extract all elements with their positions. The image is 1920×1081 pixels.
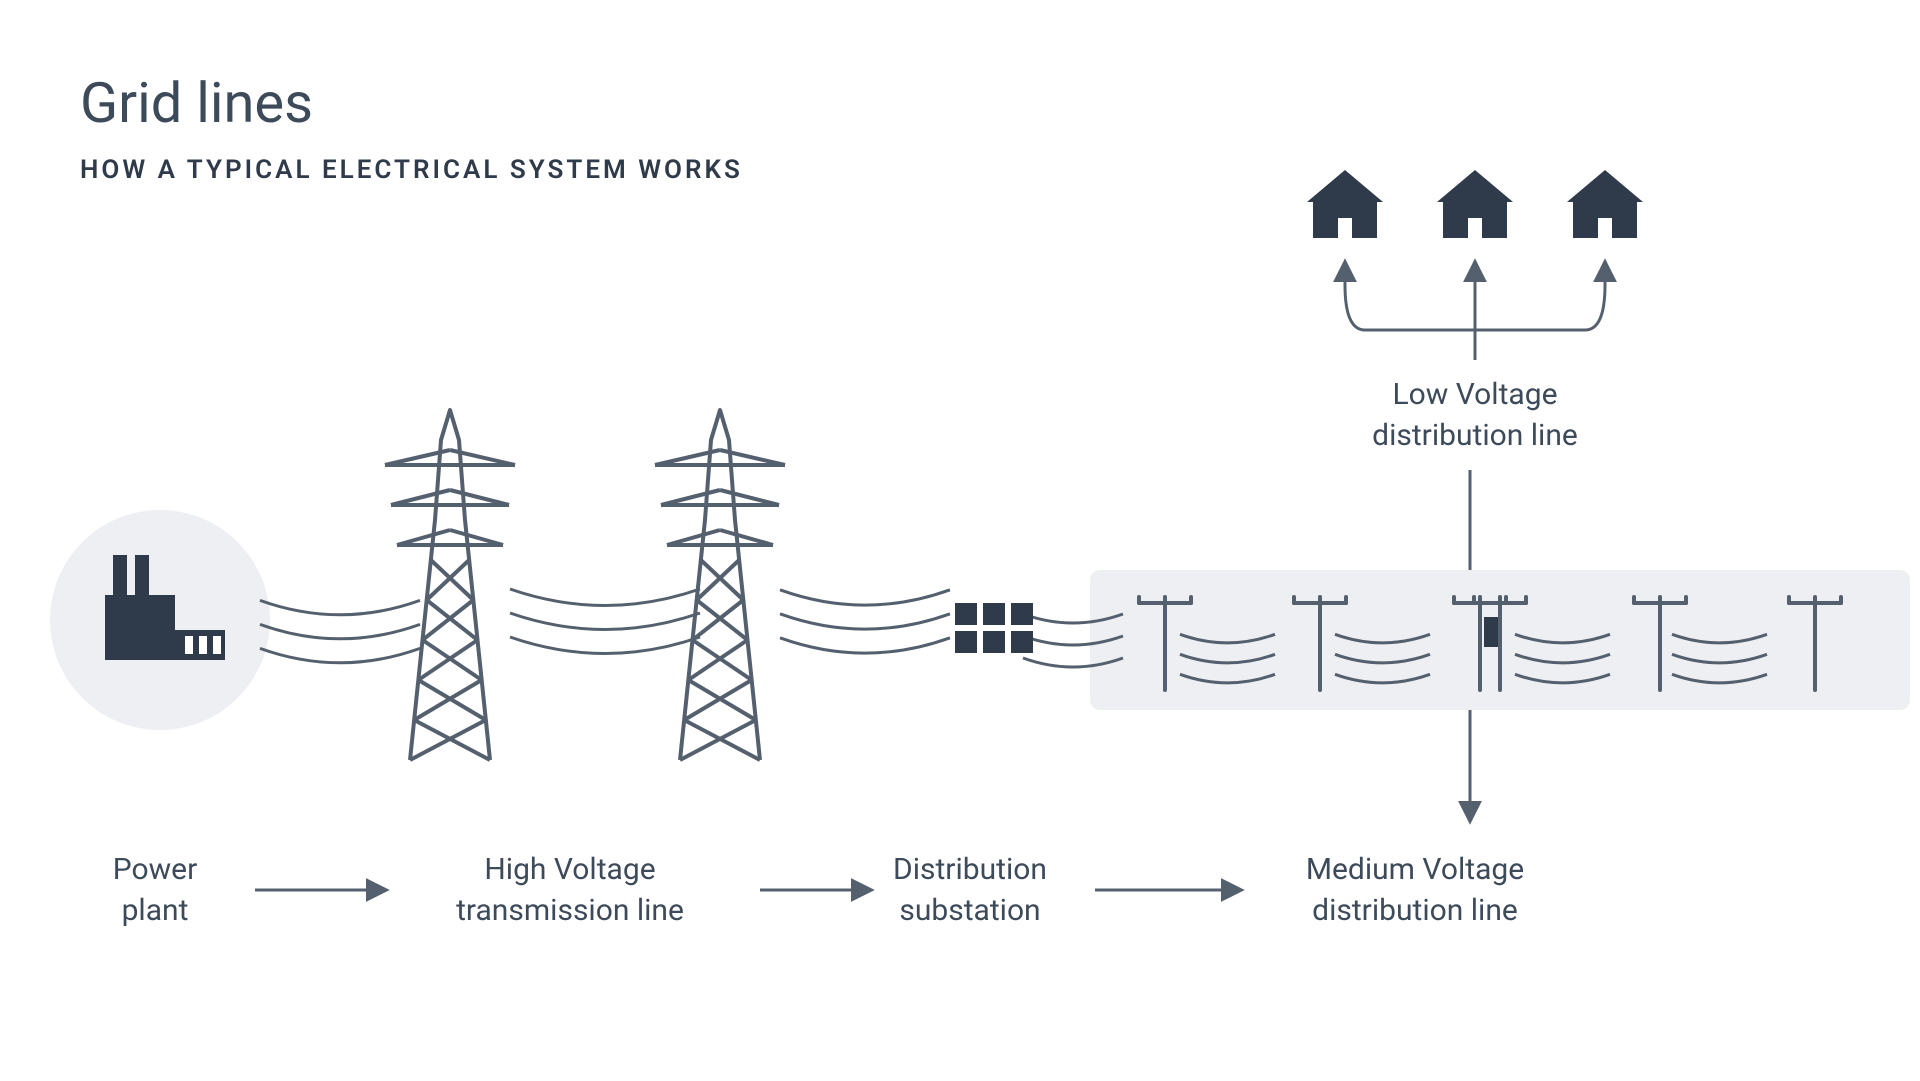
wire-waves: [260, 600, 420, 662]
fanout-bracket: [1345, 263, 1605, 360]
label-power-plant: Power plant: [75, 850, 235, 931]
transmission-tower-icon: [655, 410, 785, 760]
label-medium-voltage: Medium Voltage distribution line: [1255, 850, 1575, 931]
substation-icon: [955, 603, 1033, 653]
transmission-tower-icon: [385, 410, 515, 760]
label-substation: Distribution substation: [850, 850, 1090, 931]
house-icon: [1567, 170, 1643, 238]
wire-waves: [780, 590, 950, 653]
house-icon: [1307, 170, 1383, 238]
wire-waves: [510, 589, 700, 654]
label-high-voltage: High Voltage transmission line: [410, 850, 730, 931]
label-low-voltage: Low Voltage distribution line: [1315, 375, 1635, 456]
house-icon: [1437, 170, 1513, 238]
